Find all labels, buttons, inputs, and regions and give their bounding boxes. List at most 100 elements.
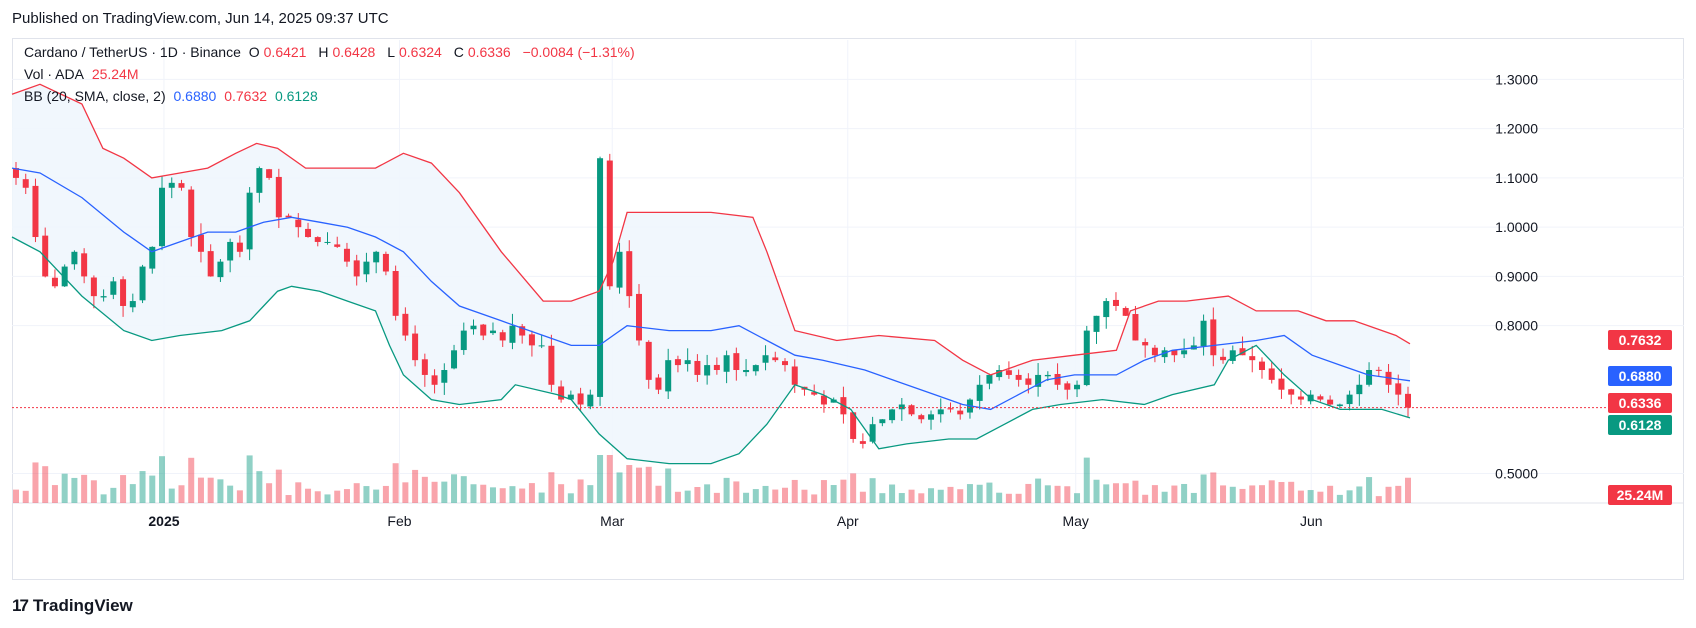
- candle-body: [275, 176, 282, 218]
- candle-body: [782, 361, 789, 366]
- candle-body: [1346, 394, 1353, 405]
- volume-bar: [1190, 492, 1197, 503]
- volume-bar: [1151, 485, 1158, 503]
- volume-bar: [305, 488, 312, 503]
- volume-bar: [567, 493, 574, 503]
- volume-bar: [772, 489, 779, 503]
- volume-bar: [723, 477, 730, 503]
- volume-bar: [1112, 483, 1119, 503]
- x-tick-label: Apr: [837, 513, 859, 529]
- candle-body: [441, 370, 448, 383]
- volume-bar: [32, 462, 39, 503]
- volume-bar: [587, 485, 594, 503]
- candle-body: [996, 370, 1003, 378]
- volume-bars: [13, 455, 1411, 503]
- candle-body: [548, 345, 555, 385]
- volume-bar: [110, 487, 117, 503]
- volume-label[interactable]: Vol · ADA: [24, 66, 84, 82]
- y-tick-label: 1.2000: [1495, 121, 1538, 137]
- candle-body: [879, 419, 886, 424]
- candle-body: [470, 325, 477, 330]
- candle-body: [752, 365, 759, 372]
- candle-body: [363, 261, 370, 275]
- x-tick-label: Mar: [600, 513, 624, 529]
- volume-bar: [178, 485, 185, 503]
- candle-body: [1249, 356, 1256, 361]
- candle-body: [976, 384, 983, 401]
- candle-body: [898, 404, 905, 410]
- volume-bar: [90, 480, 97, 503]
- y-tick-label: 1.0000: [1495, 219, 1538, 235]
- candle-body: [343, 248, 350, 262]
- candle-body: [1239, 348, 1246, 356]
- y-tick-label: 0.5000: [1495, 465, 1538, 481]
- volume-bar: [480, 484, 487, 503]
- volume-bar: [1356, 486, 1363, 503]
- candle-body: [460, 330, 467, 351]
- volume-bar: [343, 489, 350, 503]
- x-axis-labels: 2025 Feb Mar Apr May Jun: [148, 513, 1322, 529]
- volume-bar: [1093, 479, 1100, 503]
- volume-bar: [1405, 477, 1411, 503]
- volume-bar: [421, 476, 428, 503]
- candle-body: [918, 415, 925, 420]
- candle-body: [947, 408, 954, 410]
- candle-body: [1015, 374, 1022, 380]
- candle-body: [1200, 320, 1207, 347]
- candle-body: [674, 359, 681, 366]
- volume-bar: [645, 466, 652, 503]
- volume-bar: [382, 485, 389, 503]
- candle-body: [431, 375, 438, 385]
- candle-body: [412, 333, 419, 361]
- bb-basis-value: 0.6880: [173, 88, 217, 104]
- volume-bar: [159, 456, 166, 503]
- candle-body: [606, 160, 613, 287]
- chart-frame[interactable]: [12, 38, 1684, 580]
- bb-upper-value: 0.7632: [224, 88, 268, 104]
- x-tick-label: Jun: [1300, 513, 1323, 529]
- volume-bar: [451, 474, 458, 503]
- bb-label[interactable]: BB (20, SMA, close, 2): [24, 88, 166, 104]
- volume-bar: [412, 469, 419, 503]
- candle-body: [334, 244, 341, 247]
- change-value: −0.0084 (−1.31%): [522, 44, 635, 60]
- candle-body: [957, 410, 964, 415]
- volume-bar: [1258, 485, 1265, 503]
- volume-bar: [597, 455, 604, 503]
- candle-body: [188, 189, 195, 238]
- candle-body: [1054, 373, 1061, 385]
- volume-bar: [470, 484, 477, 503]
- volume-bar: [1375, 496, 1382, 503]
- candle-body: [1375, 369, 1382, 371]
- candle-body: [928, 414, 935, 420]
- candle-body: [227, 241, 234, 261]
- volume-bar: [1035, 478, 1042, 503]
- candle-body: [528, 334, 535, 346]
- volume-bar: [353, 483, 360, 503]
- x-tick-label: May: [1062, 513, 1088, 529]
- volume-bar: [811, 494, 818, 503]
- candle-body: [1366, 370, 1373, 385]
- volume-bar: [606, 455, 613, 503]
- candle-body: [1327, 399, 1334, 405]
- candle-body: [382, 253, 389, 272]
- volume-bar: [616, 472, 623, 503]
- candle-body: [1405, 393, 1411, 408]
- candle-body: [889, 409, 896, 421]
- volume-bar: [168, 488, 175, 503]
- candle-body: [1074, 384, 1081, 390]
- candle-body: [908, 405, 915, 415]
- candle-body: [1210, 319, 1217, 356]
- symbol-title[interactable]: Cardano / TetherUS · 1D · Binance: [24, 44, 241, 60]
- tradingview-logo[interactable]: 17 TradingView: [12, 596, 133, 616]
- candle-body: [1288, 389, 1295, 395]
- candle-body: [61, 266, 68, 287]
- legend-ohlc: Cardano / TetherUS · 1D · Binance O 0.642…: [24, 44, 639, 60]
- volume-bar: [1327, 485, 1334, 503]
- candle-body: [538, 345, 545, 347]
- volume-bar: [762, 485, 769, 503]
- volume-bar: [1220, 485, 1227, 503]
- volume-bar: [373, 489, 380, 503]
- volume-bar: [947, 486, 954, 503]
